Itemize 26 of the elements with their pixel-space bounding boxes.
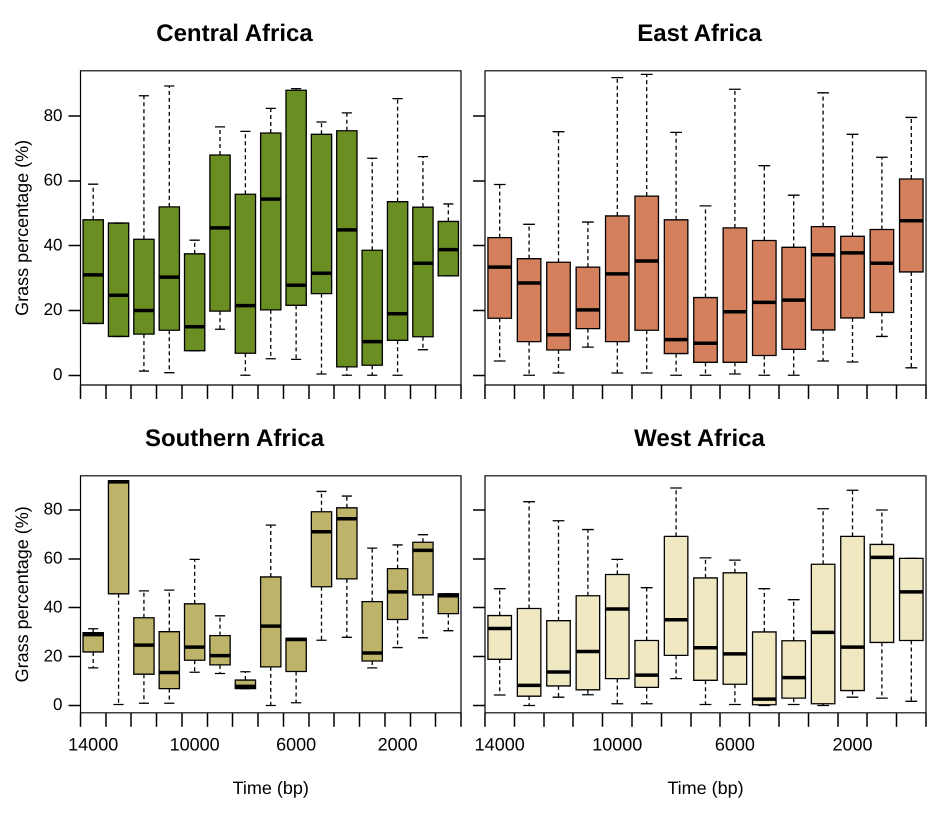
chart-title: Southern Africa — [144, 425, 325, 452]
y-tick-label: 40 — [44, 597, 63, 616]
x-tick-label: 10000 — [592, 734, 642, 755]
chart-title: Central Africa — [156, 20, 314, 48]
y-tick-label: 60 — [44, 548, 63, 568]
x-tick-label: 14000 — [474, 734, 525, 755]
x-tick-label: 6000 — [276, 734, 316, 755]
y-axis-title: Grass percentage (%) — [12, 506, 32, 682]
x-tick-label: 10000 — [170, 734, 220, 755]
x-tick-label: 14000 — [68, 734, 118, 755]
y-tick-label: 20 — [44, 300, 63, 320]
y-tick-label: 0 — [53, 364, 63, 384]
y-tick-label: 80 — [44, 500, 63, 519]
y-tick-label: 80 — [44, 106, 63, 125]
y-tick-label: 0 — [53, 695, 63, 714]
y-tick-label: 60 — [44, 170, 63, 190]
x-tick-label: 6000 — [714, 734, 755, 755]
x-axis-title: Time (bp) — [667, 778, 744, 798]
chart-title: West Africa — [634, 425, 766, 452]
y-axis-title: Grass percentage (%) — [12, 140, 32, 316]
x-tick-label: 2000 — [378, 734, 418, 755]
y-tick-label: 40 — [44, 235, 63, 254]
y-tick-label: 20 — [44, 646, 63, 666]
x-tick-label: 2000 — [832, 734, 873, 755]
x-axis-title: Time (bp) — [232, 778, 309, 798]
chart-title: East Africa — [637, 20, 762, 48]
